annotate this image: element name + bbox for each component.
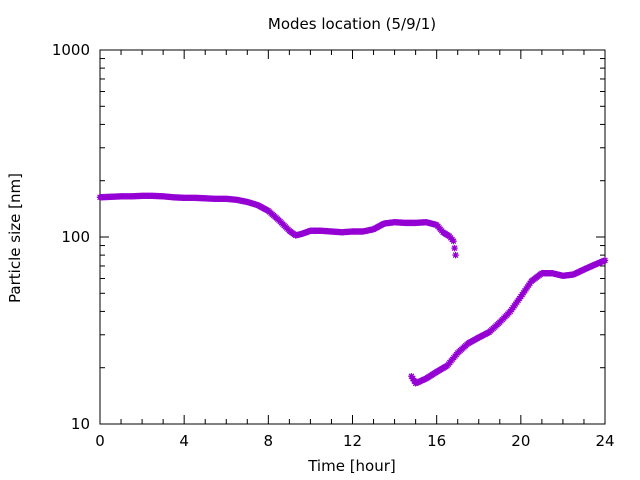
plot-frame <box>99 49 606 425</box>
x-tick-label: 16 <box>427 432 446 450</box>
x-tick-label: 4 <box>179 432 189 450</box>
data-point <box>452 251 459 259</box>
x-tick-label: 8 <box>264 432 274 450</box>
data-point <box>451 244 458 252</box>
data-point <box>450 237 457 245</box>
data-point <box>409 375 417 382</box>
x-tick-label: 12 <box>343 432 362 450</box>
y-tick-label: 1000 <box>52 41 90 59</box>
x-tick-label: 20 <box>511 432 530 450</box>
data-points <box>96 192 609 387</box>
axis-ticks: 0 4 8 12 16 20 24 10 100 1000 <box>52 41 615 450</box>
x-axis-label: Time [hour] <box>307 457 396 475</box>
data-point <box>408 373 415 380</box>
y-tick-label: 10 <box>71 415 90 433</box>
x-tick-label: 0 <box>95 432 105 450</box>
y-axis-label: Particle size [nm] <box>6 173 24 303</box>
chart-title: Modes location (5/9/1) <box>268 15 436 33</box>
data-point <box>411 377 418 385</box>
x-tick-label: 24 <box>595 432 614 450</box>
y-tick-label: 100 <box>61 228 90 246</box>
data-point <box>601 257 609 264</box>
